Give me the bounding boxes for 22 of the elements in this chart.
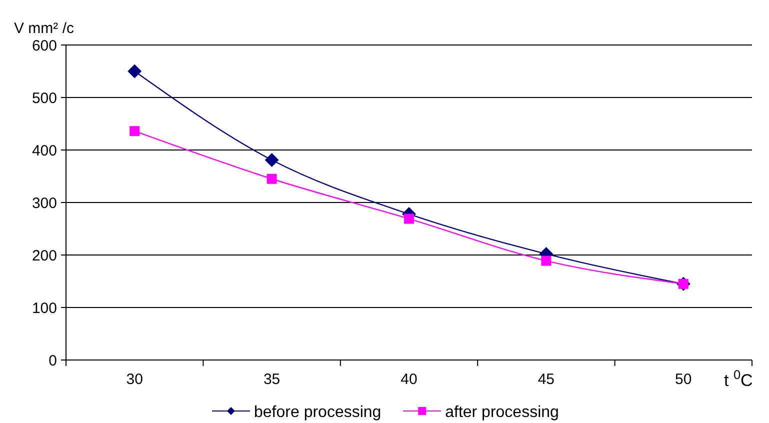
x-tick-label: 45 (538, 371, 555, 388)
legend-label: before processing (254, 404, 382, 421)
y-tick-label: 100 (32, 300, 57, 317)
x-axis-title: t $^{0}$C (724, 366, 753, 390)
y-tick-label: 400 (32, 142, 57, 160)
point (264, 152, 279, 167)
y-tick-label: 200 (32, 247, 57, 264)
y-tick-label: 600 (32, 37, 57, 54)
x-tick-label: 50 (675, 371, 692, 388)
y-tick-label: 0 (48, 352, 57, 370)
x-tick-label: 35 (263, 371, 280, 388)
point (266, 174, 277, 184)
point (541, 256, 552, 266)
x-tick-label: 30 (126, 371, 143, 388)
point (128, 64, 142, 78)
y-tick-label: 300 (32, 194, 57, 212)
y-axis-title: V mm² /c (14, 20, 74, 37)
x-tick-label: 40 (400, 371, 418, 388)
y-tick-label: 500 (32, 90, 57, 107)
point (404, 214, 414, 224)
point (130, 126, 140, 136)
legend-label: after processing (445, 404, 559, 421)
